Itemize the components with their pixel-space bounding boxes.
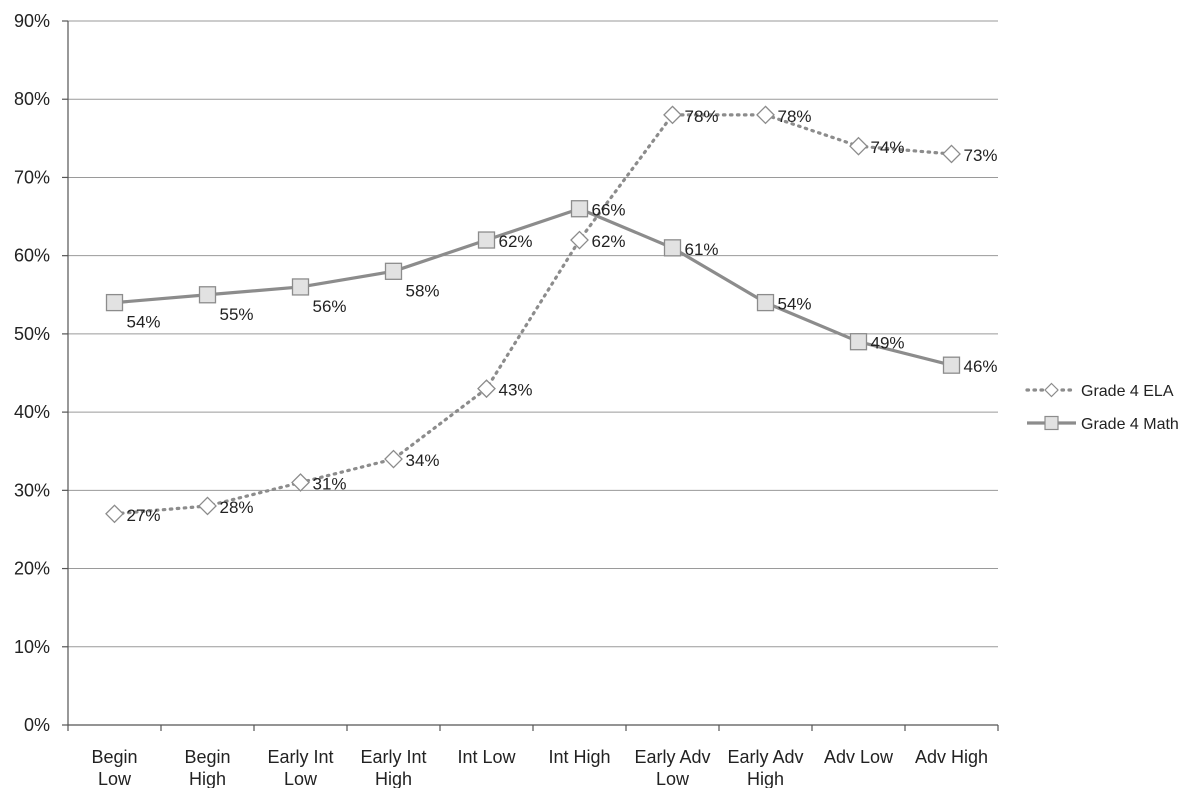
y-tick-label: 90% bbox=[14, 11, 50, 31]
data-label: 62% bbox=[499, 232, 533, 251]
x-tick-label-line: Low bbox=[284, 769, 318, 788]
x-tick-label: Adv High bbox=[915, 747, 988, 767]
data-label: 55% bbox=[220, 305, 254, 324]
x-tick-label: Early Adv Low bbox=[634, 747, 710, 788]
x-tick-label: Begin Low bbox=[91, 747, 137, 788]
data-label: 43% bbox=[499, 381, 533, 400]
data-point bbox=[291, 278, 310, 296]
x-tick-label-line: Int High bbox=[548, 747, 610, 767]
data-point bbox=[942, 144, 961, 164]
data-label: 73% bbox=[964, 146, 998, 165]
y-tick-label: 0% bbox=[24, 715, 50, 735]
legend-swatch-marker bbox=[1044, 415, 1059, 431]
y-tick-label: 40% bbox=[14, 402, 50, 422]
data-point bbox=[105, 504, 124, 524]
data-point bbox=[756, 293, 775, 312]
data-point bbox=[663, 239, 682, 257]
x-tick-label: Early Adv High bbox=[727, 747, 803, 788]
x-tick-label-line: Low bbox=[656, 769, 690, 788]
data-point bbox=[198, 496, 217, 516]
x-axis-ticks: Begin Low Begin High Early Int Low Early Int Hi… bbox=[67, 725, 999, 788]
axes bbox=[67, 21, 998, 726]
data-point bbox=[849, 333, 868, 351]
x-tick-label-line: Early Adv bbox=[634, 747, 710, 767]
x-tick-label-line: Begin bbox=[184, 747, 230, 767]
legend-swatch-marker bbox=[1044, 382, 1059, 398]
data-point bbox=[942, 356, 961, 374]
data-label: 66% bbox=[592, 201, 626, 220]
x-tick-label-line: Low bbox=[98, 769, 132, 788]
legend: Grade 4 ELA Grade 4 Math bbox=[1025, 382, 1179, 433]
data-label: 46% bbox=[964, 357, 998, 376]
y-tick-label: 60% bbox=[14, 246, 50, 266]
series-line bbox=[114, 207, 952, 367]
data-label: 49% bbox=[871, 334, 905, 353]
data-label: 61% bbox=[685, 240, 719, 259]
data-point bbox=[849, 136, 868, 156]
data-label: 78% bbox=[685, 107, 719, 126]
y-tick-label: 80% bbox=[14, 89, 50, 109]
x-tick-label: Early Int High bbox=[360, 747, 426, 788]
data-point bbox=[756, 105, 775, 125]
data-label: 78% bbox=[778, 107, 812, 126]
y-tick-label: 30% bbox=[14, 480, 50, 500]
x-tick-label-line: Early Int bbox=[267, 747, 333, 767]
data-label: 54% bbox=[778, 295, 812, 314]
data-label: 31% bbox=[313, 475, 347, 494]
data-label: 28% bbox=[220, 498, 254, 517]
data-point bbox=[384, 449, 403, 469]
x-tick-label-line: High bbox=[375, 769, 412, 788]
x-tick-label-line: Adv Low bbox=[824, 747, 894, 767]
gridlines bbox=[68, 20, 998, 648]
x-tick-label-line: Begin bbox=[91, 747, 137, 767]
x-tick-label: Int High bbox=[548, 747, 610, 767]
series-grade-4-math: 54% 55% 56% 58% 62% 66% 61% 54% 49% 46% bbox=[105, 200, 998, 376]
x-tick-label-line: High bbox=[189, 769, 226, 788]
data-label: 56% bbox=[313, 297, 347, 316]
x-tick-label-line: High bbox=[747, 769, 784, 788]
legend-label: Grade 4 Math bbox=[1081, 416, 1179, 433]
x-tick-label: Int Low bbox=[457, 747, 516, 767]
data-point bbox=[570, 200, 589, 218]
legend-item: Grade 4 Math bbox=[1027, 415, 1179, 433]
data-label: 74% bbox=[871, 138, 905, 157]
data-point bbox=[105, 293, 124, 312]
data-point bbox=[384, 262, 403, 280]
data-point bbox=[570, 230, 589, 250]
data-label: 34% bbox=[406, 451, 440, 470]
y-tick-label: 10% bbox=[14, 637, 50, 657]
data-point bbox=[198, 286, 217, 304]
data-point bbox=[477, 379, 496, 399]
y-axis-ticks: 0% 10% 20% 30% 40% 50% 60% 70% 80% 90% bbox=[14, 11, 68, 735]
x-tick-label: Adv Low bbox=[824, 747, 894, 767]
data-label: 62% bbox=[592, 232, 626, 251]
data-point bbox=[663, 105, 682, 125]
y-tick-label: 50% bbox=[14, 324, 50, 344]
series-line bbox=[112, 113, 954, 516]
x-tick-label-line: Adv High bbox=[915, 747, 988, 767]
x-tick-label: Early Int Low bbox=[267, 747, 333, 788]
x-tick-label-line: Early Adv bbox=[727, 747, 803, 767]
y-tick-label: 20% bbox=[14, 559, 50, 579]
data-label: 54% bbox=[127, 313, 161, 332]
legend-item: Grade 4 ELA bbox=[1025, 382, 1174, 400]
data-label: 27% bbox=[127, 506, 161, 525]
series-grade-4-ela: 27% 28% 31% 34% 43% 62% 78% 78% 74% 73% bbox=[105, 105, 998, 525]
x-tick-label-line: Int Low bbox=[457, 747, 516, 767]
data-point bbox=[477, 231, 496, 249]
legend-label: Grade 4 ELA bbox=[1081, 383, 1174, 400]
x-tick-label-line: Early Int bbox=[360, 747, 426, 767]
y-tick-label: 70% bbox=[14, 167, 50, 187]
x-tick-label: Begin High bbox=[184, 747, 230, 788]
data-point bbox=[291, 473, 310, 492]
data-label: 58% bbox=[406, 281, 440, 300]
